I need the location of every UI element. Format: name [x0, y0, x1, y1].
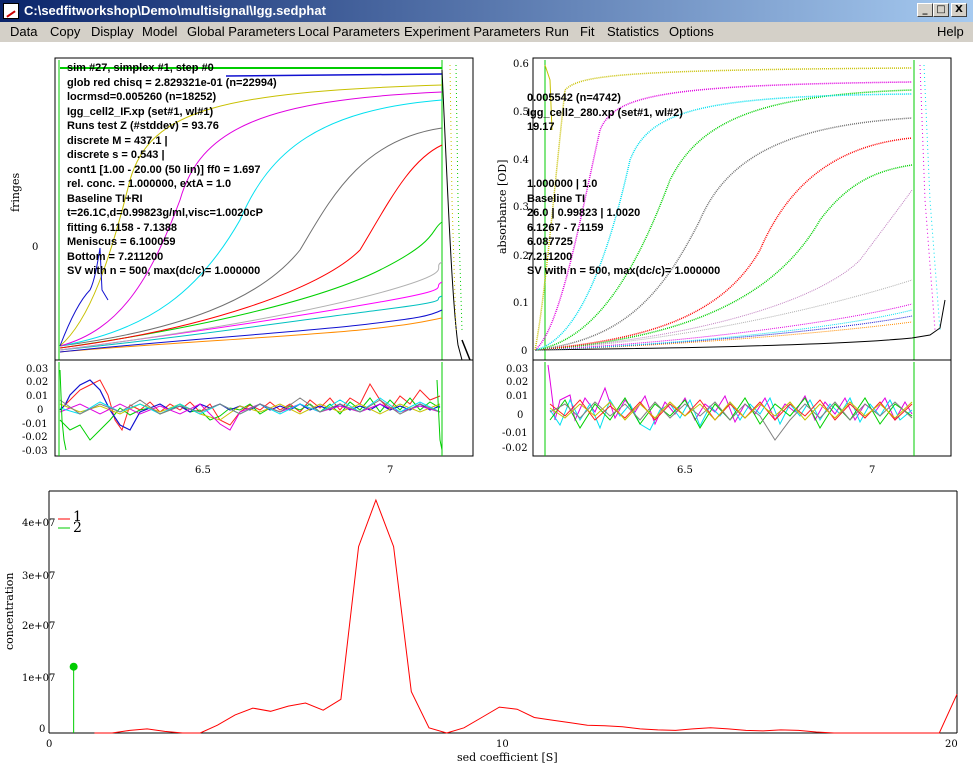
left-info-line: Runs test Z (#stddev) = 93.76	[67, 120, 219, 132]
right-ytick: 0	[521, 346, 528, 357]
menu-options[interactable]: Options	[669, 24, 714, 39]
left-info-line: glob red chisq = 2.829321e-01 (n=22994)	[67, 76, 277, 89]
close-button[interactable]: X	[951, 3, 967, 17]
distribution-ytick: 0	[39, 724, 46, 735]
plot-canvas	[0, 42, 973, 770]
right-info-line: 6.1267 - 7.1159	[527, 221, 604, 234]
menu-data[interactable]: Data	[10, 24, 38, 39]
series-2-point	[69, 662, 78, 671]
right-rtick: -0.02	[502, 443, 528, 454]
menu-experiment-parameters[interactable]: Experiment Parameters	[404, 24, 541, 39]
right-rtick: 0.01	[506, 391, 529, 402]
right-fit-plot	[532, 57, 952, 361]
left-info-line: discrete M = 437.1 |	[67, 134, 168, 147]
right-info-line: 7.211200	[527, 250, 573, 263]
distribution-ytick: 4e+07	[22, 518, 56, 529]
left-info-block: sim #27, simplex #1, step #0 glob red ch…	[67, 61, 277, 279]
right-info-line: Baseline TI	[527, 192, 586, 205]
right-info-top: 0.005542 (n=4742) Igg_cell2_280.xp (set#…	[527, 91, 683, 135]
maximize-button[interactable]: □	[933, 3, 949, 17]
left-rtick: 0.01	[26, 391, 49, 402]
right-info-line: Igg_cell2_280.xp (set#1, wl#2)	[527, 106, 683, 119]
right-info-line: 26.0 | 0.99823 | 1.0020	[527, 207, 641, 219]
right-info-line: 6.087725	[527, 236, 573, 248]
menu-statistics[interactable]: Statistics	[607, 24, 660, 39]
menu-fit[interactable]: Fit	[580, 24, 595, 39]
left-info-line: Baseline TI+RI	[67, 192, 143, 205]
legend-label-1: 1	[73, 509, 82, 525]
left-info-line: fitting 6.1158 - 7.1388	[67, 221, 178, 234]
series-1-line	[94, 498, 958, 734]
left-rtick: -0.03	[22, 446, 48, 457]
right-ytick: 0.2	[513, 251, 529, 262]
menu-help[interactable]: Help	[937, 24, 964, 39]
menu-copy[interactable]: Copy	[50, 24, 81, 39]
right-xtick: 6.5	[677, 465, 693, 476]
distribution-ylabel: concentration	[3, 572, 16, 650]
right-ytick: 0.5	[513, 107, 529, 118]
right-xtick: 7	[869, 465, 876, 476]
window-title: C:\sedfitworkshop\Demo\multisignal\Igg.s…	[24, 3, 326, 18]
left-rtick: 0	[37, 405, 44, 416]
right-rtick: 0.02	[506, 377, 529, 388]
right-ytick: 0.6	[513, 59, 529, 70]
left-info-line: sim #27, simplex #1, step #0	[67, 62, 214, 74]
right-info-bottom: 1.000000 | 1.0 Baseline TI 26.0 | 0.9982…	[527, 177, 720, 279]
right-info-line: 19.17	[527, 121, 555, 133]
distribution-xtick: 20	[945, 739, 958, 750]
distribution-plot	[48, 490, 958, 734]
right-rtick: 0.03	[506, 364, 529, 375]
left-info-line: discrete s = 0.543 |	[67, 149, 165, 161]
distribution-xtick: 0	[46, 739, 53, 750]
left-info-line: cont1 [1.00 - 20.00 (50 lin)] ff0 = 1.69…	[67, 163, 261, 176]
left-residuals-plot	[54, 359, 474, 457]
left-info-line: Bottom = 7.211200	[67, 250, 164, 263]
distribution-xtick: 10	[496, 739, 509, 750]
distribution-ytick: 1e+07	[22, 673, 56, 684]
menu-global-parameters[interactable]: Global Parameters	[187, 24, 296, 39]
right-info-line: 1.000000 | 1.0	[527, 178, 598, 190]
left-rtick: 0.02	[26, 377, 49, 388]
left-rtick: 0.03	[26, 364, 49, 375]
left-info-line: rel. conc. = 1.000000, extA = 1.0	[67, 178, 232, 190]
distribution-ytick: 2e+07	[22, 621, 56, 632]
right-ytick: 0.4	[513, 155, 529, 166]
left-fit-plot	[54, 57, 474, 361]
left-xtick: 6.5	[195, 465, 211, 476]
left-rtick: -0.01	[22, 419, 48, 430]
app-icon	[3, 3, 19, 19]
right-info-line: SV with n = 500, max(dc/c)= 1.000000	[527, 265, 721, 277]
distribution-ytick: 3e+07	[22, 571, 56, 582]
left-info-line: t=26.1C,d=0.99823g/ml,visc=1.0020cP	[67, 207, 264, 219]
legend-label-2: 2	[73, 520, 82, 536]
left-info-line: locrmsd=0.005260 (n=18252)	[67, 91, 217, 103]
right-ytick: 0.1	[513, 298, 529, 309]
right-rtick: -0.01	[502, 428, 528, 439]
minimize-button[interactable]: _	[917, 3, 933, 17]
left-info-line: Igg_cell2_IF.xp (set#1, wl#1)	[67, 105, 214, 118]
menu-local-parameters[interactable]: Local Parameters	[298, 24, 400, 39]
left-ytick-0: 0	[32, 242, 39, 253]
right-info-line: 0.005542 (n=4742)	[527, 92, 621, 104]
right-rtick: 0	[517, 410, 524, 421]
title-bar: C:\sedfitworkshop\Demo\multisignal\Igg.s…	[0, 0, 973, 22]
left-info-line: Meniscus = 6.100059	[67, 236, 176, 248]
left-rtick: -0.02	[22, 432, 48, 443]
menu-run[interactable]: Run	[545, 24, 569, 39]
menu-bar: Data Copy Display Model Global Parameter…	[0, 22, 973, 42]
distribution-xlabel: sed coefficient [S]	[457, 751, 558, 764]
left-info-line: SV with n = 500, max(dc/c)= 1.000000	[67, 265, 261, 277]
menu-model[interactable]: Model	[142, 24, 178, 39]
right-ylabel: absorbance [OD]	[496, 159, 509, 254]
right-residuals-plot	[532, 359, 952, 457]
menu-display[interactable]: Display	[91, 24, 134, 39]
left-ylabel: fringes	[9, 172, 22, 212]
left-xtick: 7	[387, 465, 394, 476]
right-ytick: 0.3	[513, 202, 529, 213]
